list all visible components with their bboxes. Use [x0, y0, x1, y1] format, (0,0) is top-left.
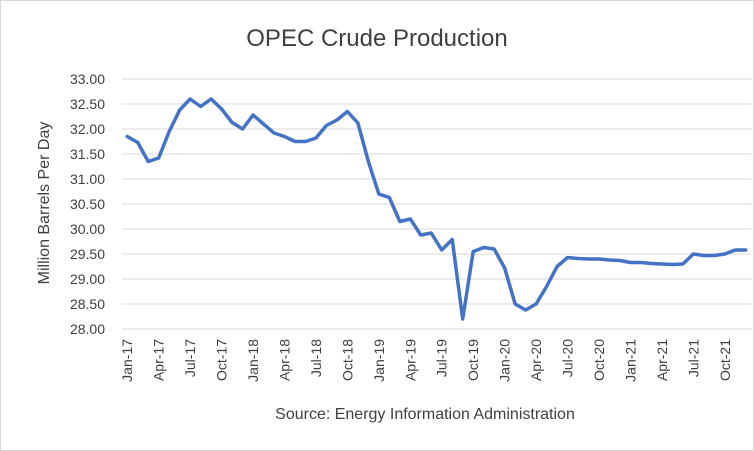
- y-tick-label: 31.50: [70, 146, 105, 162]
- x-tick-label: Jul-18: [308, 339, 324, 377]
- x-tick-label: Jan-21: [622, 339, 638, 382]
- x-tick-label: Oct-17: [214, 339, 230, 381]
- x-tick-label: Apr-18: [276, 339, 292, 381]
- y-tick-label: 31.00: [70, 171, 105, 187]
- x-tick-labels: Jan-17 Apr-17 Jul-17 Oct-17 Jan-18 Apr-18 Jul-…: [119, 339, 733, 382]
- x-tick-label: Jul-19: [434, 339, 450, 377]
- x-tick-label: Apr-19: [402, 339, 418, 381]
- x-tick-label: Jan-17: [119, 339, 135, 382]
- y-tick-label: 29.00: [70, 271, 105, 287]
- x-tick-label: Oct-21: [717, 339, 733, 381]
- series-layer: [125, 97, 748, 321]
- x-axis-label: Source: Energy Information Administratio…: [275, 406, 575, 423]
- x-tick-label: Jul-17: [182, 339, 198, 377]
- y-tick-label: 28.50: [70, 296, 105, 312]
- x-tick-label: Jan-18: [245, 339, 261, 382]
- x-tick-label: Apr-17: [151, 339, 167, 381]
- x-tick-label: Jan-20: [497, 339, 513, 382]
- gridlines: [122, 78, 751, 330]
- x-tick-label: Jan-19: [371, 339, 387, 382]
- y-tick-label: 32.00: [70, 121, 105, 137]
- y-tick-label: 32.50: [70, 96, 105, 112]
- x-tick-label: Jul-20: [560, 339, 576, 377]
- y-tick-labels: 28.00 28.50 29.00 29.50 30.00 30.50 31.00 31.50…: [70, 71, 105, 337]
- x-tick-label: Apr-21: [654, 339, 670, 381]
- x-tick-label: Oct-18: [339, 339, 355, 381]
- y-tick-label: 33.00: [70, 71, 105, 87]
- x-tick-label: Oct-19: [465, 339, 481, 381]
- y-axis-label: Million Barrels Per Day: [36, 122, 53, 285]
- x-tick-label: Apr-20: [528, 339, 544, 381]
- y-tick-label: 30.00: [70, 221, 105, 237]
- x-tick-label: Jul-21: [685, 339, 701, 377]
- chart-title: OPEC Crude Production: [246, 25, 507, 52]
- y-tick-label: 29.50: [70, 246, 105, 262]
- series-line: [125, 97, 748, 321]
- y-tick-label: 28.00: [70, 321, 105, 337]
- x-tick-label: Oct-20: [591, 339, 607, 381]
- y-tick-label: 30.50: [70, 196, 105, 212]
